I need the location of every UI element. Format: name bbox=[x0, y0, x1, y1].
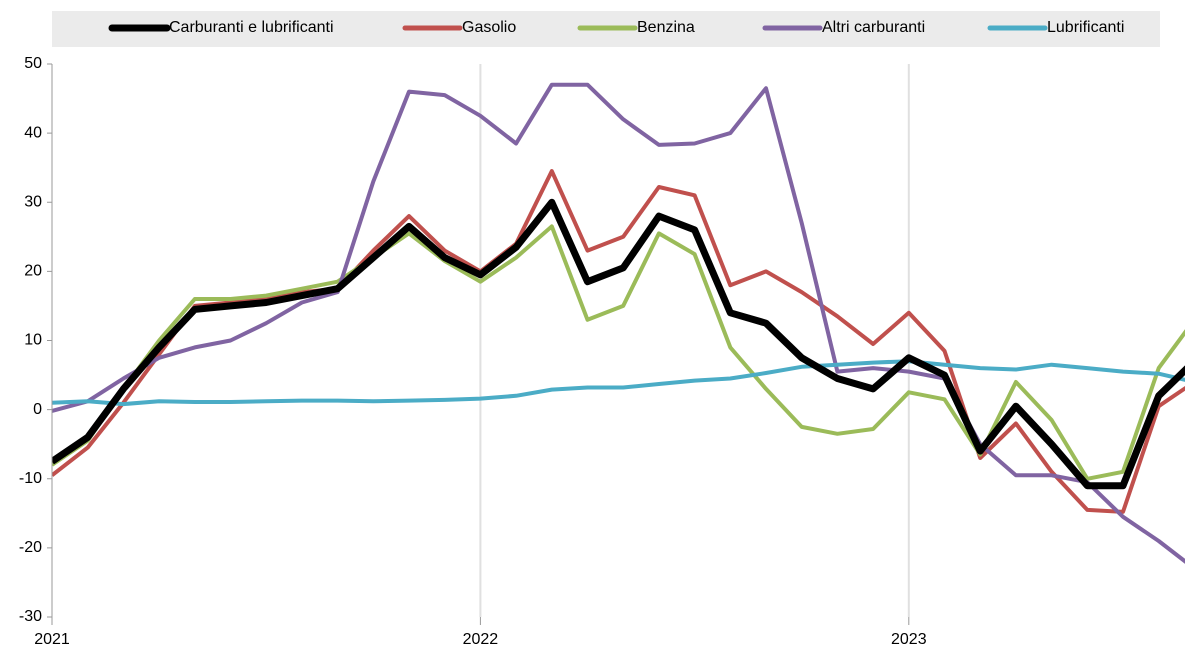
y-tick-label: -10 bbox=[19, 470, 42, 487]
legend-label: Gasolio bbox=[462, 19, 516, 36]
y-tick-label: 0 bbox=[33, 401, 42, 418]
legend-label: Lubrificanti bbox=[1047, 19, 1124, 36]
y-tick-label: 20 bbox=[24, 263, 42, 280]
series-line bbox=[52, 82, 1185, 564]
series-line bbox=[52, 224, 1185, 481]
y-tick-label: 10 bbox=[24, 332, 42, 349]
y-tick-label: 50 bbox=[24, 55, 42, 72]
series-line bbox=[52, 359, 1185, 407]
x-tick-label: 2021 bbox=[34, 631, 70, 648]
y-tick-label: -30 bbox=[19, 608, 42, 625]
series-line bbox=[52, 198, 1185, 490]
legend-label: Benzina bbox=[637, 19, 695, 36]
y-tick-label: 30 bbox=[24, 193, 42, 210]
y-tick-label: 40 bbox=[24, 124, 42, 141]
legend-label: Carburanti e lubrificanti bbox=[169, 19, 334, 36]
x-tick-label: 2023 bbox=[891, 631, 927, 648]
x-tick-label: 2022 bbox=[463, 631, 499, 648]
legend-label: Altri carburanti bbox=[822, 19, 925, 36]
y-tick-label: -20 bbox=[19, 539, 42, 556]
